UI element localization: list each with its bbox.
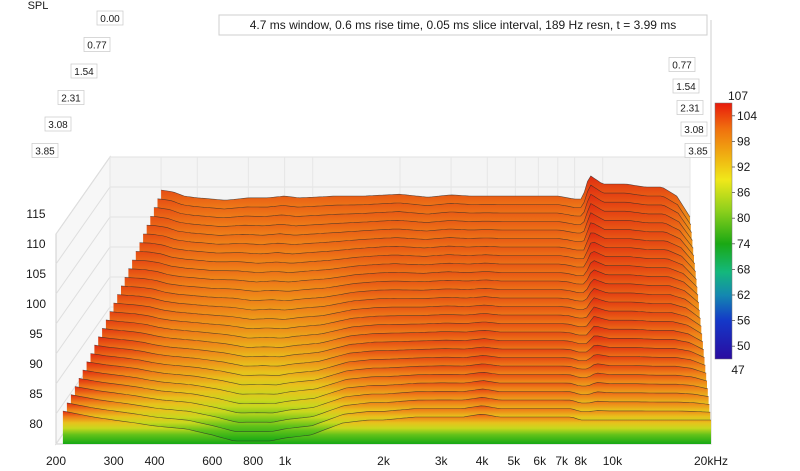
x-tick-label: 5k bbox=[507, 454, 521, 468]
slice-line bbox=[157, 184, 692, 225]
slice-label-box bbox=[31, 143, 59, 158]
y-tick-label: 85 bbox=[29, 387, 43, 401]
colorbar-tick-label: 92 bbox=[737, 160, 751, 174]
time-slice-label-right: 3.08 bbox=[684, 125, 704, 136]
slice-line bbox=[109, 306, 702, 330]
slice-line bbox=[113, 297, 701, 320]
x-tick-label: 8k bbox=[574, 454, 588, 468]
slice-line bbox=[74, 386, 709, 414]
x-axis-ticks: 200 300 400 600 800 1k 2k 3k 4k 5k 6k 7k 8k 10k 20kHz bbox=[46, 454, 728, 468]
x-tick-label: 20kHz bbox=[694, 454, 728, 468]
slice-line bbox=[150, 203, 693, 241]
slice-line bbox=[161, 175, 691, 218]
x-tick-label: 1k bbox=[279, 454, 293, 468]
slice-label-box bbox=[83, 37, 111, 52]
time-slice-label-left: 3.08 bbox=[48, 120, 68, 131]
colorbar-tick-label: 62 bbox=[737, 288, 751, 302]
x-tick-label: 3k bbox=[435, 454, 449, 468]
y-tick-label: 115 bbox=[26, 207, 45, 221]
x-tick-label: 10k bbox=[603, 454, 623, 468]
x-tick-label: 7k bbox=[555, 454, 569, 468]
time-slice-label-right: 1.54 bbox=[676, 82, 696, 93]
slice-label-box bbox=[680, 121, 708, 137]
slice-label-box bbox=[57, 90, 85, 105]
colorbar-tick-label: 50 bbox=[737, 339, 751, 353]
slice-line bbox=[135, 241, 696, 272]
colorbar-tick-label: 86 bbox=[737, 186, 751, 200]
x-tick-label: 600 bbox=[202, 454, 222, 468]
slice-line bbox=[139, 232, 696, 264]
colorbar-gradient bbox=[714, 102, 733, 360]
colorbar-tick-label: 56 bbox=[737, 314, 751, 328]
x-tick-label: 4k bbox=[476, 454, 490, 468]
colorbar: 107 47 104 98 92 86 80 74 68 62 56 50 bbox=[714, 89, 757, 377]
x-tick-label: 300 bbox=[104, 454, 124, 468]
slice-label-box bbox=[70, 63, 98, 79]
slice-line bbox=[86, 361, 707, 386]
x-tick-label: 800 bbox=[243, 454, 263, 468]
slice-line bbox=[90, 353, 706, 376]
colorbar-tick-label: 104 bbox=[737, 109, 757, 123]
slice-line bbox=[98, 335, 704, 358]
slice-line bbox=[120, 278, 700, 304]
time-slice-label-right: 2.31 bbox=[680, 104, 700, 115]
slice-line bbox=[105, 315, 703, 339]
colorbar-max-label: 107 bbox=[728, 89, 748, 103]
slice-line bbox=[132, 251, 697, 280]
y-axis-ticks: 80 85 90 95 100 105 110 115 bbox=[26, 207, 46, 431]
y-tick-label: 110 bbox=[26, 237, 45, 251]
y-tick-label: 90 bbox=[29, 357, 43, 371]
slice-label-box bbox=[676, 100, 704, 115]
slice-line bbox=[128, 260, 698, 288]
slice-line bbox=[102, 325, 704, 348]
slice-fill bbox=[62, 411, 711, 444]
y-tick-label: 105 bbox=[26, 267, 46, 281]
time-slice-label-right: 3.85 bbox=[688, 147, 708, 158]
y-axis-label: SPL bbox=[28, 0, 49, 12]
colorbar-tick-label: 74 bbox=[737, 237, 751, 251]
colorbar-tick-label: 80 bbox=[737, 211, 751, 225]
slice-label-box bbox=[672, 78, 700, 94]
colorbar-tick-label: 68 bbox=[737, 262, 751, 276]
waterfall-surface bbox=[62, 175, 711, 444]
slice-label-box bbox=[96, 10, 124, 26]
slice-line bbox=[66, 402, 711, 432]
time-slice-label-left: 2.31 bbox=[61, 94, 81, 105]
y-tick-label: 80 bbox=[29, 417, 43, 431]
slice-line bbox=[117, 288, 700, 311]
slice-line bbox=[124, 269, 699, 296]
slice-line bbox=[78, 378, 708, 404]
title-box bbox=[218, 14, 708, 36]
time-slice-label-left: 0.77 bbox=[87, 41, 107, 52]
time-slice-label-left: 3.85 bbox=[35, 147, 55, 158]
colorbar-min-label: 47 bbox=[731, 363, 745, 377]
slice-label-box bbox=[44, 116, 72, 132]
x-tick-label: 6k bbox=[533, 454, 547, 468]
x-tick-label: 2k bbox=[377, 454, 391, 468]
slice-label-box bbox=[668, 57, 696, 72]
slice-line bbox=[70, 394, 710, 423]
time-slice-label-left: 0.00 bbox=[100, 14, 120, 25]
y-tick-label: 100 bbox=[26, 297, 46, 311]
slice-line bbox=[82, 369, 708, 395]
x-tick-label: 400 bbox=[145, 454, 165, 468]
colorbar-tick-label: 98 bbox=[737, 134, 751, 148]
slice-line bbox=[94, 344, 705, 367]
slice-line bbox=[153, 193, 692, 233]
time-slice-label-right: 0.77 bbox=[672, 61, 692, 72]
time-slice-label-left: 1.54 bbox=[74, 67, 94, 78]
slice-label-box bbox=[684, 143, 712, 158]
chart-title: 4.7 ms window, 0.6 ms rise time, 0.05 ms… bbox=[250, 18, 677, 32]
time-slice-labels: 0.00 0.77 0.77 1.54 1.54 2.31 2.31 3.08 3.08 3.85… bbox=[31, 10, 712, 158]
slice-line bbox=[146, 212, 694, 249]
x-tick-label: 200 bbox=[46, 454, 66, 468]
slice-line bbox=[143, 222, 695, 257]
y-tick-label: 95 bbox=[29, 327, 43, 341]
slice-line bbox=[62, 410, 711, 442]
